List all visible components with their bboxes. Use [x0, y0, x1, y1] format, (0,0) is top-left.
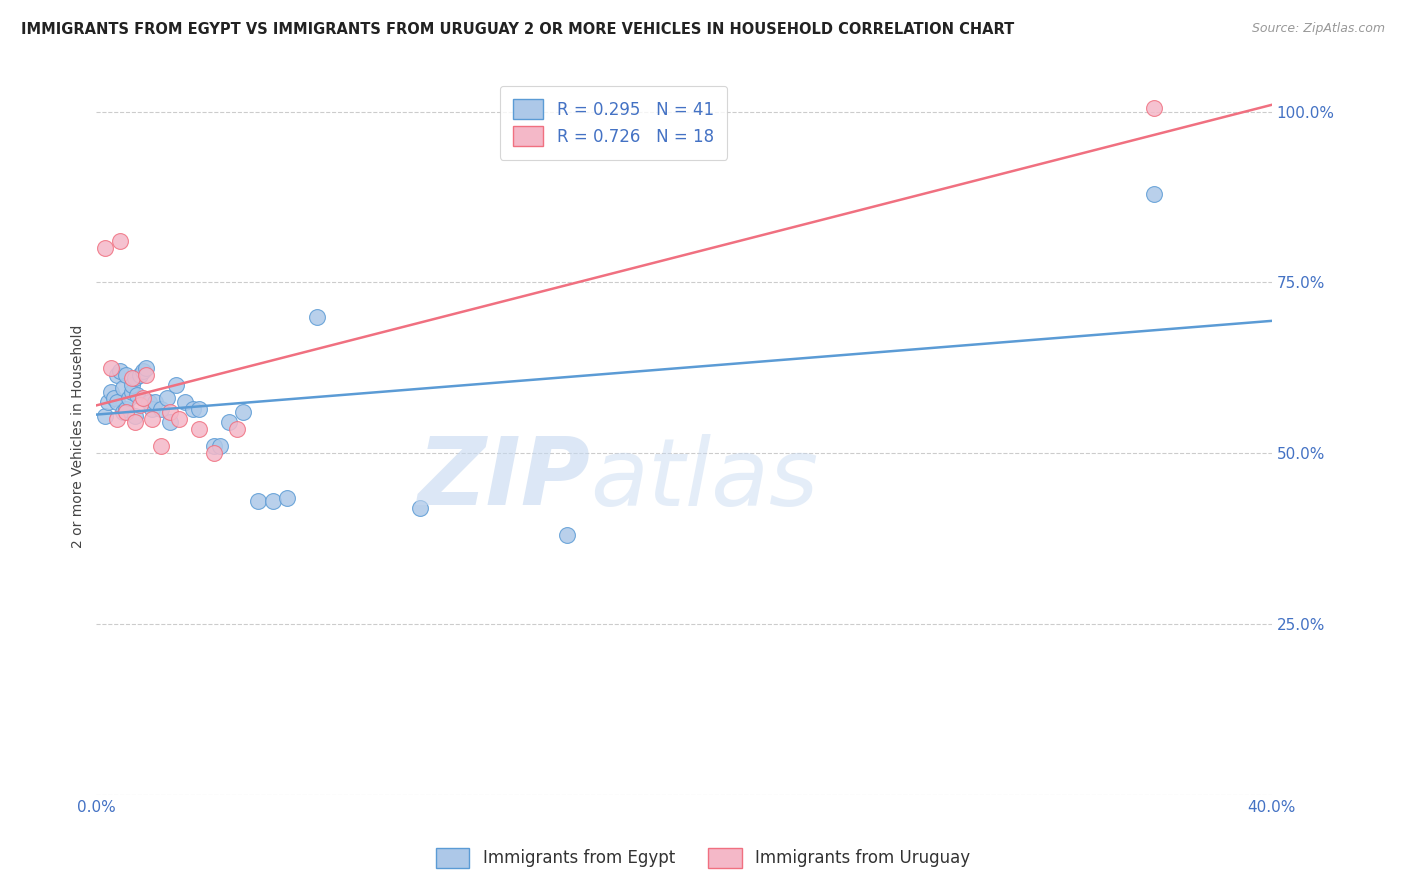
Point: [114, 368, 136, 382]
Point: [262, 494, 284, 508]
Point: [118, 392, 141, 406]
Point: [132, 392, 155, 406]
Point: [208, 439, 231, 453]
Text: atlas: atlas: [591, 434, 818, 524]
Point: [129, 398, 152, 412]
Y-axis label: 2 or more Vehicles in Household: 2 or more Vehicles in Household: [72, 325, 86, 548]
Point: [100, 384, 122, 399]
Text: ZIP: ZIP: [418, 434, 591, 525]
Text: IMMIGRANTS FROM EGYPT VS IMMIGRANTS FROM URUGUAY 2 OR MORE VEHICLES IN HOUSEHOLD: IMMIGRANTS FROM EGYPT VS IMMIGRANTS FROM…: [21, 22, 1014, 37]
Point: [138, 395, 160, 409]
Point: [408, 500, 430, 515]
Point: [165, 377, 187, 392]
Point: [114, 405, 136, 419]
Point: [124, 371, 146, 385]
Point: [132, 364, 155, 378]
Point: [167, 412, 190, 426]
Point: [121, 384, 143, 399]
Point: [124, 409, 146, 423]
Point: [108, 364, 131, 378]
Point: [202, 446, 225, 460]
Point: [135, 360, 157, 375]
Point: [183, 401, 205, 416]
Point: [111, 405, 134, 419]
Point: [226, 422, 249, 436]
Point: [150, 439, 173, 453]
Point: [124, 416, 146, 430]
Point: [555, 528, 578, 542]
Point: [105, 412, 128, 426]
Point: [188, 401, 211, 416]
Point: [127, 388, 149, 402]
Point: [100, 360, 122, 375]
Point: [159, 416, 181, 430]
Point: [141, 401, 163, 416]
Point: [121, 371, 143, 385]
Point: [141, 412, 163, 426]
Legend: Immigrants from Egypt, Immigrants from Uruguay: Immigrants from Egypt, Immigrants from U…: [429, 841, 977, 875]
Point: [159, 405, 181, 419]
Point: [305, 310, 328, 324]
Point: [1143, 101, 1166, 115]
Point: [232, 405, 254, 419]
Point: [143, 395, 166, 409]
Point: [188, 422, 211, 436]
Point: [114, 401, 136, 416]
Point: [111, 381, 134, 395]
Point: [105, 395, 128, 409]
Point: [135, 368, 157, 382]
Point: [97, 395, 120, 409]
Point: [276, 491, 298, 505]
Point: [105, 368, 128, 382]
Point: [94, 409, 117, 423]
Point: [108, 235, 131, 249]
Point: [150, 401, 173, 416]
Point: [129, 368, 152, 382]
Point: [94, 241, 117, 255]
Point: [103, 392, 125, 406]
Point: [156, 392, 179, 406]
Legend: R = 0.295   N = 41, R = 0.726   N = 18: R = 0.295 N = 41, R = 0.726 N = 18: [501, 86, 727, 160]
Point: [202, 439, 225, 453]
Point: [173, 395, 195, 409]
Text: Source: ZipAtlas.com: Source: ZipAtlas.com: [1251, 22, 1385, 36]
Point: [218, 416, 240, 430]
Point: [121, 377, 143, 392]
Point: [246, 494, 269, 508]
Point: [1143, 186, 1166, 201]
